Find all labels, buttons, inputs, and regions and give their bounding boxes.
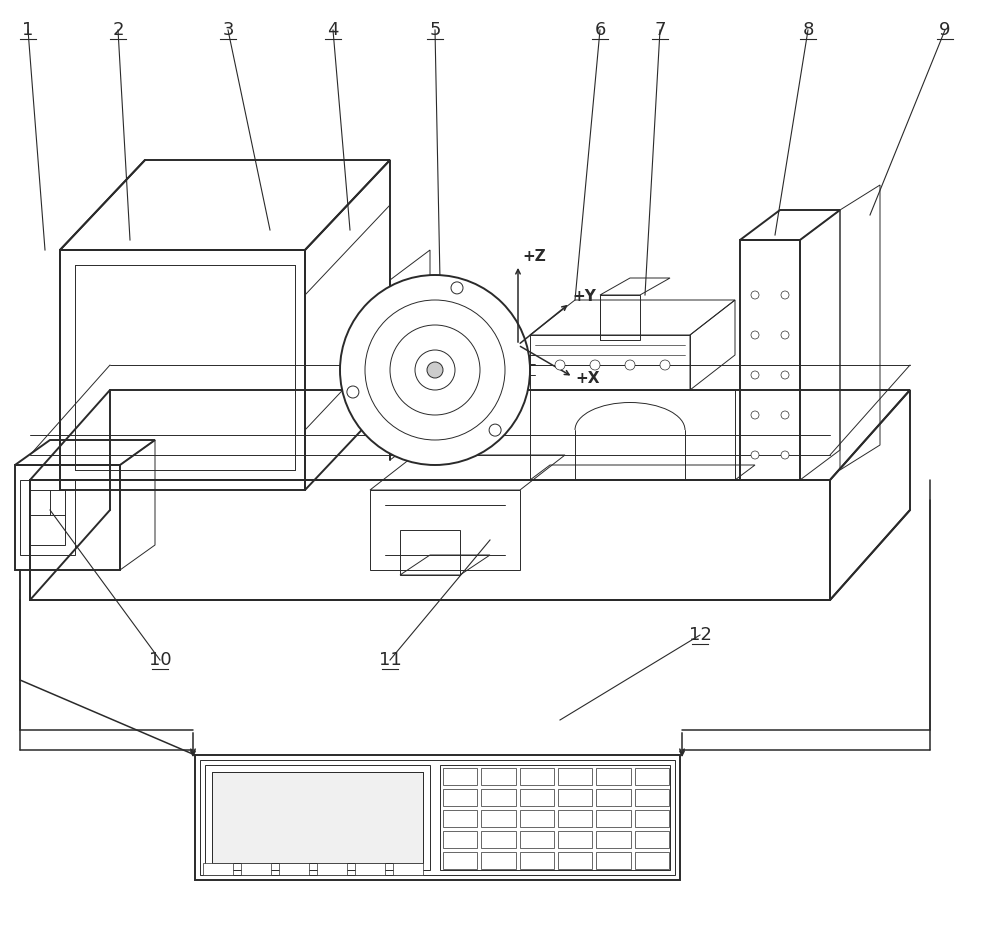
Text: 7: 7 bbox=[654, 21, 666, 39]
Text: 2: 2 bbox=[112, 21, 124, 39]
Bar bbox=[558, 852, 592, 869]
Circle shape bbox=[781, 371, 789, 379]
Bar bbox=[393, 863, 423, 875]
Circle shape bbox=[625, 360, 635, 370]
Circle shape bbox=[464, 347, 520, 403]
Text: 11: 11 bbox=[379, 651, 401, 669]
Text: 1: 1 bbox=[22, 21, 34, 39]
Text: 4: 4 bbox=[327, 21, 339, 39]
Bar bbox=[443, 768, 477, 785]
Bar bbox=[241, 863, 271, 875]
Text: +Y: +Y bbox=[572, 289, 596, 304]
Circle shape bbox=[340, 275, 530, 465]
Bar bbox=[558, 831, 592, 848]
Bar bbox=[443, 810, 477, 827]
Bar bbox=[520, 810, 554, 827]
Polygon shape bbox=[365, 372, 394, 397]
Circle shape bbox=[365, 300, 505, 440]
Bar bbox=[481, 789, 516, 806]
Circle shape bbox=[555, 360, 565, 370]
Circle shape bbox=[489, 424, 501, 436]
Bar bbox=[635, 852, 669, 869]
Text: 12: 12 bbox=[689, 626, 711, 644]
Polygon shape bbox=[460, 395, 491, 426]
Polygon shape bbox=[438, 300, 462, 329]
Circle shape bbox=[390, 325, 480, 415]
Bar bbox=[279, 863, 309, 875]
Circle shape bbox=[781, 451, 789, 459]
Circle shape bbox=[751, 451, 759, 459]
Bar bbox=[481, 852, 516, 869]
Bar bbox=[520, 768, 554, 785]
Bar bbox=[481, 768, 516, 785]
Bar bbox=[443, 789, 477, 806]
Circle shape bbox=[751, 331, 759, 339]
Circle shape bbox=[781, 331, 789, 339]
Bar bbox=[596, 852, 631, 869]
Circle shape bbox=[751, 411, 759, 419]
Text: 5: 5 bbox=[429, 21, 441, 39]
Bar bbox=[596, 789, 631, 806]
Text: +Z: +Z bbox=[522, 249, 546, 264]
Bar bbox=[596, 831, 631, 848]
Polygon shape bbox=[390, 250, 430, 460]
Circle shape bbox=[415, 350, 455, 390]
Bar bbox=[596, 768, 631, 785]
Text: +X: +X bbox=[575, 371, 600, 386]
Circle shape bbox=[660, 360, 670, 370]
Bar bbox=[558, 789, 592, 806]
Text: 9: 9 bbox=[939, 21, 951, 39]
Bar bbox=[635, 789, 669, 806]
Bar bbox=[443, 831, 477, 848]
Circle shape bbox=[347, 386, 359, 398]
Bar bbox=[520, 789, 554, 806]
Bar bbox=[317, 863, 347, 875]
Text: 8: 8 bbox=[802, 21, 814, 39]
Bar bbox=[635, 768, 669, 785]
Bar bbox=[558, 810, 592, 827]
Bar bbox=[355, 863, 385, 875]
Bar bbox=[481, 810, 516, 827]
Text: 10: 10 bbox=[149, 651, 171, 669]
Circle shape bbox=[451, 282, 463, 294]
Circle shape bbox=[781, 291, 789, 299]
Bar bbox=[443, 852, 477, 869]
Bar bbox=[635, 810, 669, 827]
Bar bbox=[212, 772, 423, 863]
Bar bbox=[481, 831, 516, 848]
Circle shape bbox=[590, 360, 600, 370]
Bar bbox=[635, 831, 669, 848]
Bar bbox=[596, 810, 631, 827]
Circle shape bbox=[781, 411, 789, 419]
Text: 6: 6 bbox=[594, 21, 606, 39]
Bar bbox=[558, 768, 592, 785]
Circle shape bbox=[751, 291, 759, 299]
Bar bbox=[520, 852, 554, 869]
Bar bbox=[203, 863, 233, 875]
Circle shape bbox=[427, 362, 443, 378]
Bar bbox=[520, 831, 554, 848]
Text: 3: 3 bbox=[222, 21, 234, 39]
Circle shape bbox=[474, 357, 510, 393]
Circle shape bbox=[751, 371, 759, 379]
